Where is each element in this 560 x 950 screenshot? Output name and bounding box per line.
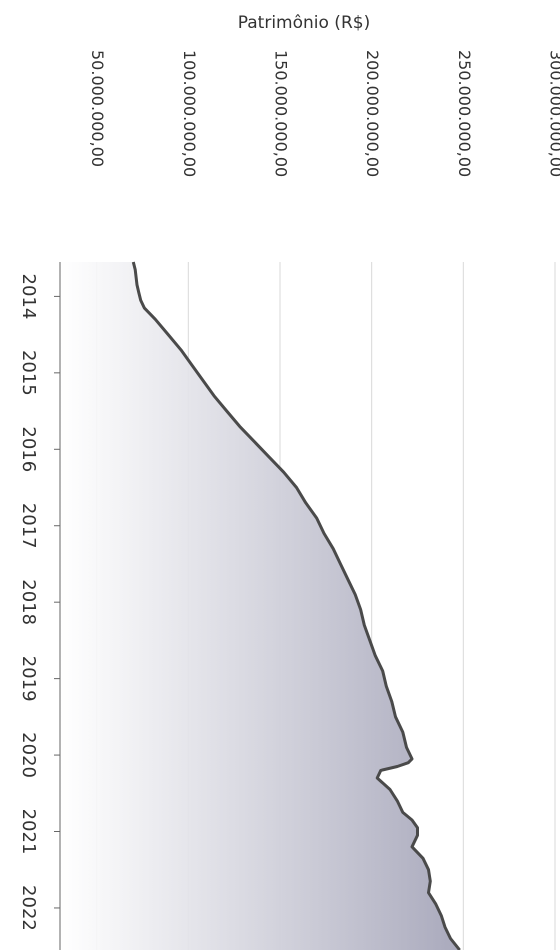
value-tick-label: 150.000.000,00 — [272, 50, 291, 177]
value-tick-label: 250.000.000,00 — [455, 50, 474, 177]
year-tick-label: 2014 — [18, 273, 39, 319]
value-tick-label: 300.000.000,00 — [547, 50, 560, 177]
value-tick-label: 50.000.000,00 — [88, 50, 107, 167]
value-tick-label: 200.000.000,00 — [363, 50, 382, 177]
value-tick-labels: 50.000.000,00 100.000.000,00 150.000.000,0… — [88, 50, 560, 177]
year-tick-label: 2021 — [18, 809, 39, 855]
year-tick-label: 2017 — [18, 503, 39, 549]
value-tick-label: 100.000.000,00 — [180, 50, 199, 177]
value-axis-title: Patrimônio (R$) — [238, 13, 370, 33]
year-ticks: 2014 2015 2016 2017 2018 2019 2020 2021 2022 — [18, 273, 60, 931]
year-tick-label: 2016 — [18, 426, 39, 472]
year-tick-label: 2019 — [18, 656, 39, 702]
year-tick-label: 2018 — [18, 579, 39, 625]
patrimonio-line — [131, 261, 461, 950]
year-tick-label: 2020 — [18, 732, 39, 778]
year-tick-label: 2015 — [18, 350, 39, 396]
year-tick-label: 2022 — [18, 885, 39, 931]
area-fill — [60, 262, 460, 950]
